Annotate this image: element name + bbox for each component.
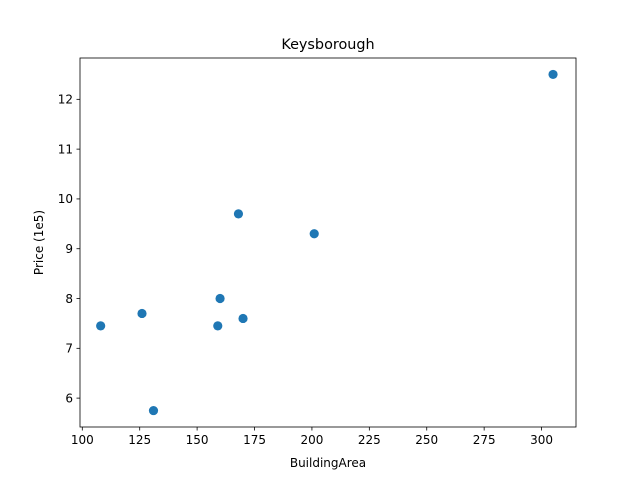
- y-axis-ticks: 6 7 8 9 10 11 12: [58, 93, 80, 405]
- data-point: [137, 308, 147, 319]
- plot-frame: [79, 57, 577, 428]
- y-axis-label: Price (1e5): [32, 210, 46, 275]
- x-tick-label: 250: [415, 433, 438, 447]
- y-tick-label: 12: [58, 93, 73, 107]
- data-point: [96, 321, 106, 331]
- y-tick-label: 11: [58, 142, 73, 156]
- x-axis-label: BuildingArea: [290, 456, 366, 470]
- x-tick-label: 275: [473, 433, 496, 447]
- x-axis-ticks: 100 125 150 175 200 225 250 275 300: [71, 427, 553, 447]
- data-point: [548, 69, 558, 80]
- data-point: [213, 321, 223, 331]
- x-tick-label: 175: [243, 433, 266, 447]
- x-tick-label: 150: [186, 433, 209, 447]
- data-point: [233, 209, 244, 219]
- y-tick-label: 10: [58, 192, 73, 206]
- x-tick-label: 125: [128, 433, 151, 447]
- data-point: [309, 229, 319, 239]
- data-point: [238, 313, 248, 324]
- chart-title: Keysborough: [281, 37, 374, 53]
- data-point: [215, 293, 225, 304]
- y-tick-label: 9: [65, 242, 73, 256]
- data-points: [96, 69, 558, 416]
- x-tick-label: 100: [71, 433, 94, 447]
- x-tick-label: 200: [300, 433, 323, 447]
- x-tick-label: 225: [358, 433, 381, 447]
- y-tick-label: 6: [65, 391, 73, 405]
- y-tick-label: 7: [65, 342, 73, 356]
- x-tick-label: 300: [530, 433, 553, 447]
- y-tick-label: 8: [65, 292, 73, 306]
- data-point: [148, 405, 159, 416]
